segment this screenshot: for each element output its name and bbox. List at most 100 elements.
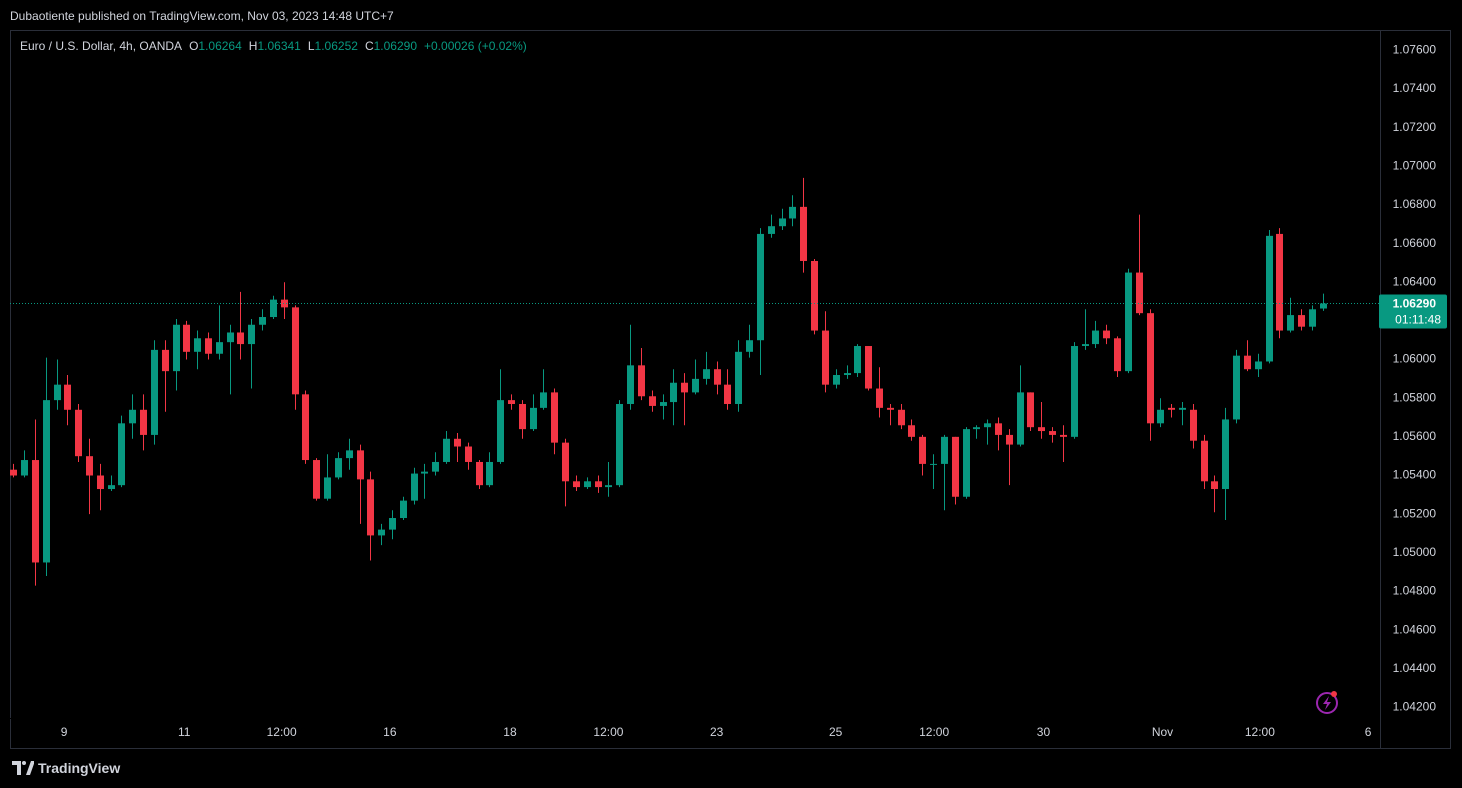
candle-body [844, 373, 851, 376]
candle-body [1017, 392, 1024, 445]
candle-body [1049, 431, 1056, 435]
candle-body [173, 324, 180, 372]
y-tick-label: 1.04400 [1393, 661, 1437, 675]
candle-body [941, 436, 948, 464]
ohlc-key: C [364, 39, 374, 53]
y-tick-label: 1.04800 [1393, 584, 1437, 598]
candle-body [1006, 434, 1013, 445]
candle-body [930, 463, 937, 465]
candle-body [1038, 427, 1045, 432]
candle-body [1092, 330, 1099, 345]
x-tick-label: Nov [1152, 725, 1173, 739]
candle-body [735, 351, 742, 404]
candle-body [1276, 233, 1283, 331]
candle-body [887, 407, 894, 410]
candle-body [216, 342, 223, 354]
x-tick-label: 18 [503, 725, 517, 739]
candle-body [984, 423, 991, 428]
candle-body [995, 423, 1002, 435]
x-tick-label: 25 [829, 725, 843, 739]
candle-body [692, 378, 699, 393]
candle-body [118, 423, 125, 486]
candle-body [616, 403, 623, 486]
candle-body [714, 369, 721, 385]
x-tick-label: 12:00 [267, 725, 297, 739]
candle-body [32, 460, 39, 563]
candle-body [281, 299, 288, 308]
candle-body [898, 409, 905, 426]
alert-icon[interactable] [1316, 691, 1338, 714]
candle-body [660, 402, 667, 406]
y-tick-label: 1.07400 [1393, 81, 1437, 95]
ohlc-key: L [307, 39, 315, 53]
y-tick-label: 1.05200 [1393, 506, 1437, 520]
candle-body [649, 396, 656, 406]
ohlc-key: H [248, 39, 258, 53]
candle-body [1190, 409, 1197, 441]
candle-body [1136, 272, 1143, 314]
candle-body [768, 226, 775, 234]
candle-body [454, 438, 461, 447]
x-tick-label: 9 [61, 725, 68, 739]
candle-body [151, 349, 158, 435]
candle-body [357, 450, 364, 480]
candle-body [573, 481, 580, 488]
candle-body [562, 442, 569, 482]
bar-countdown: 01:11:48 [1395, 313, 1441, 327]
candle-body [1287, 315, 1294, 331]
x-tick-label: 12:00 [1245, 725, 1275, 739]
candle-body [530, 407, 537, 430]
candle-body [789, 206, 796, 219]
y-tick-label: 1.07000 [1393, 158, 1437, 172]
candles [10, 177, 1327, 586]
ohlc-value: 1.06264 [198, 39, 242, 53]
candle-body [1179, 407, 1186, 410]
brand-name: TradingView [38, 760, 121, 776]
candle-body [75, 409, 82, 457]
candle-body [486, 461, 493, 486]
last-price-label: 1.06290 [1393, 297, 1437, 311]
candle-body [54, 384, 61, 401]
y-tick-label: 1.06000 [1393, 352, 1437, 366]
candle-body [108, 485, 115, 490]
candle-body [746, 340, 753, 352]
candle-body [476, 461, 483, 486]
y-tick-label: 1.05000 [1393, 545, 1437, 559]
candle-body [1266, 235, 1273, 362]
candle-body [162, 349, 169, 372]
symbol-legend: Euro / U.S. Dollar, 4h, OANDA O1.06264 H1.… [20, 39, 527, 53]
candle-body [140, 409, 147, 435]
candle-body [595, 481, 602, 488]
candle-body [443, 438, 450, 462]
candle-body [963, 429, 970, 497]
footer-brand[interactable]: TradingView [12, 760, 120, 776]
x-tick-label: 23 [710, 725, 724, 739]
candle-body [519, 403, 526, 430]
y-tick-label: 1.07600 [1393, 42, 1437, 56]
candle-body [43, 400, 50, 563]
candle-body [703, 369, 710, 379]
candle-body [1157, 409, 1164, 424]
y-tick-label: 1.06800 [1393, 197, 1437, 211]
candle-body [400, 500, 407, 519]
candle-body [1309, 309, 1316, 327]
ohlc-value: 1.06341 [257, 39, 301, 53]
candle-body [129, 409, 136, 424]
candle-body [259, 317, 266, 325]
candle-body [227, 332, 234, 343]
candle-body [670, 382, 677, 403]
candle-body [497, 400, 504, 462]
y-tick-label: 1.05800 [1393, 390, 1437, 404]
brand-logo [12, 761, 34, 775]
candle-body [205, 338, 212, 354]
ohlc-key: O [189, 39, 199, 53]
publish-header: Dubaotiente published on TradingView.com… [10, 9, 394, 23]
candle-body [584, 481, 591, 488]
candle-body [540, 392, 547, 408]
candle-body [800, 206, 807, 261]
candle-body [952, 436, 959, 497]
y-tick-label: 1.04600 [1393, 622, 1437, 636]
candle-body [411, 473, 418, 501]
candle-body [1233, 355, 1240, 420]
